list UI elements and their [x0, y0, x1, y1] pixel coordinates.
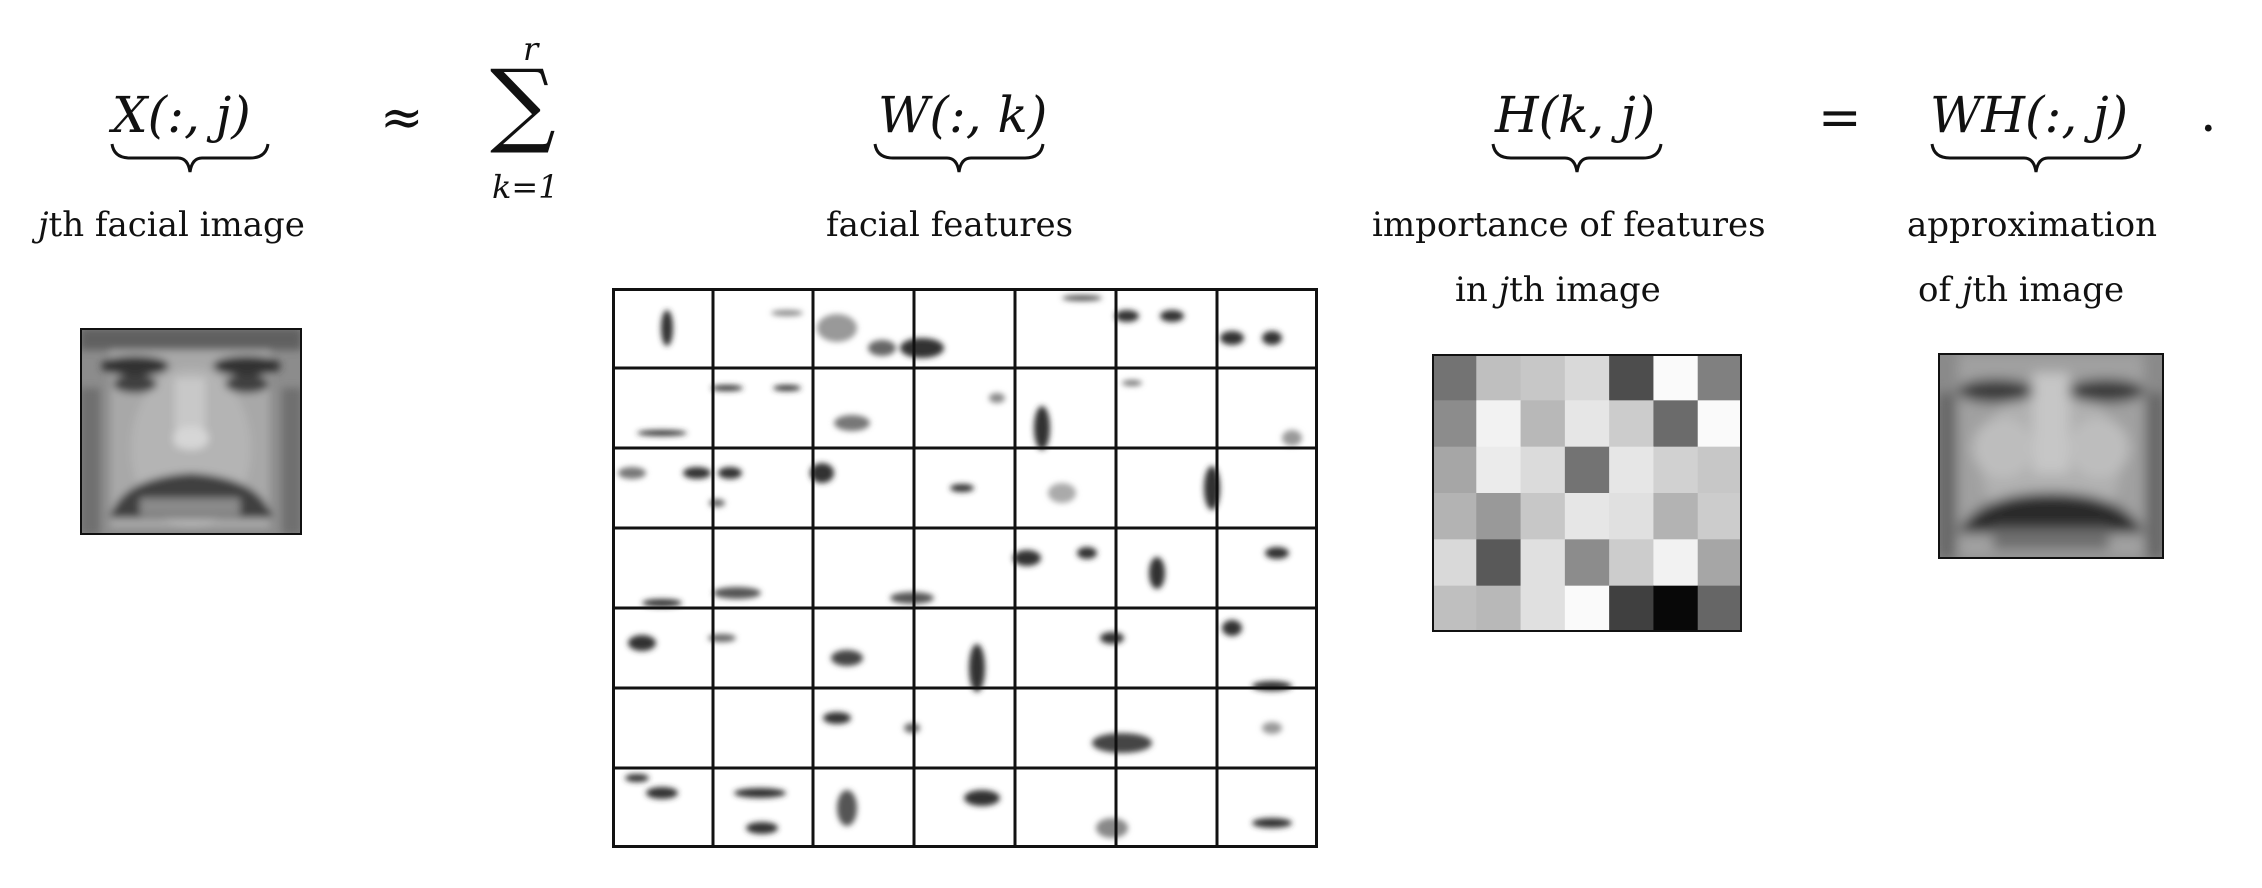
h-matrix-cell [1476, 354, 1522, 401]
period-symbol: . [2200, 84, 2217, 144]
h-matrix-cell [1476, 585, 1522, 632]
importance-matrix [1432, 354, 1742, 632]
h-matrix-cell [1564, 493, 1610, 540]
h-matrix-cell [1432, 446, 1477, 494]
equals-symbol: = [1818, 88, 1862, 148]
h-matrix-cell [1697, 493, 1742, 540]
x-underbrace [110, 143, 270, 173]
h-matrix-cell [1476, 493, 1522, 540]
h-matrix-cell [1653, 400, 1699, 448]
h-matrix-cell [1564, 446, 1610, 494]
w-term: W(:, k) [878, 86, 1048, 144]
h-matrix-cell [1609, 585, 1654, 632]
w-underbrace [873, 143, 1045, 173]
h-matrix-cell [1432, 354, 1477, 401]
h-matrix-cell [1520, 585, 1566, 632]
h-label-line1: importance of features [1372, 205, 1766, 245]
h-matrix-cell [1432, 493, 1477, 540]
wh-label-line1: approximation [1907, 205, 2157, 245]
h-matrix-cell [1564, 539, 1610, 587]
h-matrix-cell [1476, 539, 1522, 587]
w-label: facial features [826, 205, 1074, 245]
h-matrix-cell [1432, 585, 1477, 632]
h-matrix-cell [1697, 400, 1742, 448]
h-matrix-cell [1697, 585, 1742, 632]
sum-upper-limit: r [523, 30, 539, 68]
h-matrix-cell [1609, 354, 1654, 401]
facial-features-grid [612, 288, 1318, 848]
h-matrix-cell [1609, 446, 1654, 494]
sum-lower-limit: k=1 [492, 168, 559, 206]
sum-symbol: ∑ [490, 50, 556, 157]
h-underbrace [1491, 143, 1663, 173]
h-matrix-cell [1476, 446, 1522, 494]
approximated-face-image [1938, 353, 2164, 559]
h-matrix-cell [1520, 446, 1566, 494]
h-matrix-cell [1697, 539, 1742, 587]
x-label: jth facial image [38, 205, 305, 245]
h-term: H(k, j) [1495, 86, 1656, 144]
h-matrix-cell [1476, 400, 1522, 448]
h-matrix-cell [1697, 354, 1742, 401]
original-face-image [80, 328, 302, 535]
h-matrix-cell [1653, 354, 1699, 401]
h-label-line2: in jth image [1455, 270, 1661, 310]
approx-symbol: ≈ [380, 88, 424, 148]
h-matrix-cell [1564, 400, 1610, 448]
h-matrix-cell [1697, 446, 1742, 494]
wh-label-line2: of jth image [1918, 270, 2125, 310]
wh-term: WH(:, j) [1930, 86, 2129, 144]
h-matrix-cell [1520, 354, 1566, 401]
h-matrix-cell [1609, 493, 1654, 540]
h-matrix-cell [1564, 354, 1610, 401]
h-matrix-cell [1653, 446, 1699, 494]
wh-underbrace [1930, 143, 2142, 173]
h-matrix-cell [1653, 539, 1699, 587]
h-matrix-cell [1432, 539, 1477, 587]
h-matrix-cell [1520, 400, 1566, 448]
x-term: X(:, j) [112, 86, 251, 144]
h-matrix-cell [1609, 539, 1654, 587]
h-matrix-cell [1564, 585, 1610, 632]
h-matrix-cell [1432, 400, 1477, 448]
h-matrix-cell [1609, 400, 1654, 448]
h-matrix-cell [1653, 493, 1699, 540]
h-matrix-cell [1653, 585, 1699, 632]
h-matrix-cell [1520, 493, 1566, 540]
h-matrix-cell [1520, 539, 1566, 587]
